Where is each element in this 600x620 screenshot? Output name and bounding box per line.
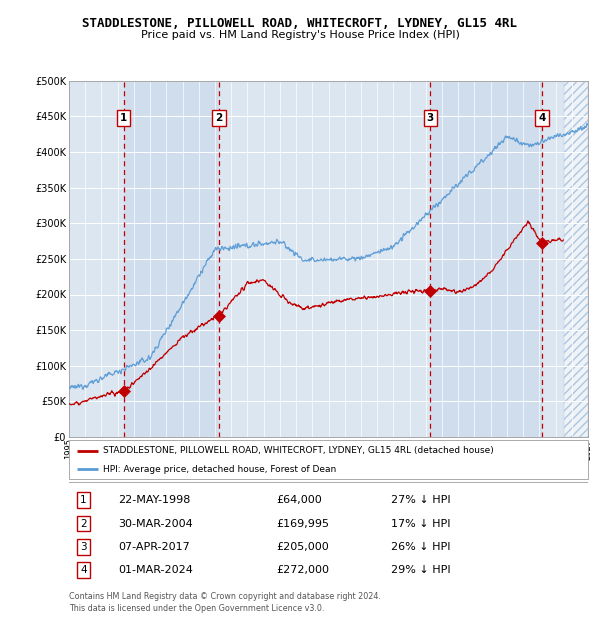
Text: Contains HM Land Registry data © Crown copyright and database right 2024.
This d: Contains HM Land Registry data © Crown c…	[69, 592, 381, 613]
Text: 1: 1	[80, 495, 87, 505]
Text: 2: 2	[80, 518, 87, 528]
Text: 22-MAY-1998: 22-MAY-1998	[118, 495, 191, 505]
Text: £169,995: £169,995	[277, 518, 329, 528]
Text: 1: 1	[120, 113, 127, 123]
Text: 2: 2	[215, 113, 223, 123]
Text: HPI: Average price, detached house, Forest of Dean: HPI: Average price, detached house, Fore…	[103, 464, 336, 474]
Text: 4: 4	[538, 113, 546, 123]
Text: 29% ↓ HPI: 29% ↓ HPI	[391, 565, 451, 575]
Text: 27% ↓ HPI: 27% ↓ HPI	[391, 495, 451, 505]
Text: 17% ↓ HPI: 17% ↓ HPI	[391, 518, 450, 528]
Text: 26% ↓ HPI: 26% ↓ HPI	[391, 542, 450, 552]
Text: 30-MAR-2004: 30-MAR-2004	[118, 518, 193, 528]
Text: STADDLESTONE, PILLOWELL ROAD, WHITECROFT, LYDNEY, GL15 4RL: STADDLESTONE, PILLOWELL ROAD, WHITECROFT…	[83, 17, 517, 30]
Text: £64,000: £64,000	[277, 495, 322, 505]
Bar	[563, 81, 588, 437]
Text: 3: 3	[427, 113, 434, 123]
Text: £272,000: £272,000	[277, 565, 329, 575]
Text: 01-MAR-2024: 01-MAR-2024	[118, 565, 193, 575]
Text: 4: 4	[80, 565, 87, 575]
Bar	[124, 81, 219, 437]
Text: 3: 3	[80, 542, 87, 552]
Text: 07-APR-2017: 07-APR-2017	[118, 542, 190, 552]
Bar	[430, 81, 542, 437]
Text: STADDLESTONE, PILLOWELL ROAD, WHITECROFT, LYDNEY, GL15 4RL (detached house): STADDLESTONE, PILLOWELL ROAD, WHITECROFT…	[103, 446, 493, 455]
Text: £205,000: £205,000	[277, 542, 329, 552]
Bar	[563, 81, 588, 437]
Text: Price paid vs. HM Land Registry's House Price Index (HPI): Price paid vs. HM Land Registry's House …	[140, 30, 460, 40]
Bar	[563, 81, 588, 437]
